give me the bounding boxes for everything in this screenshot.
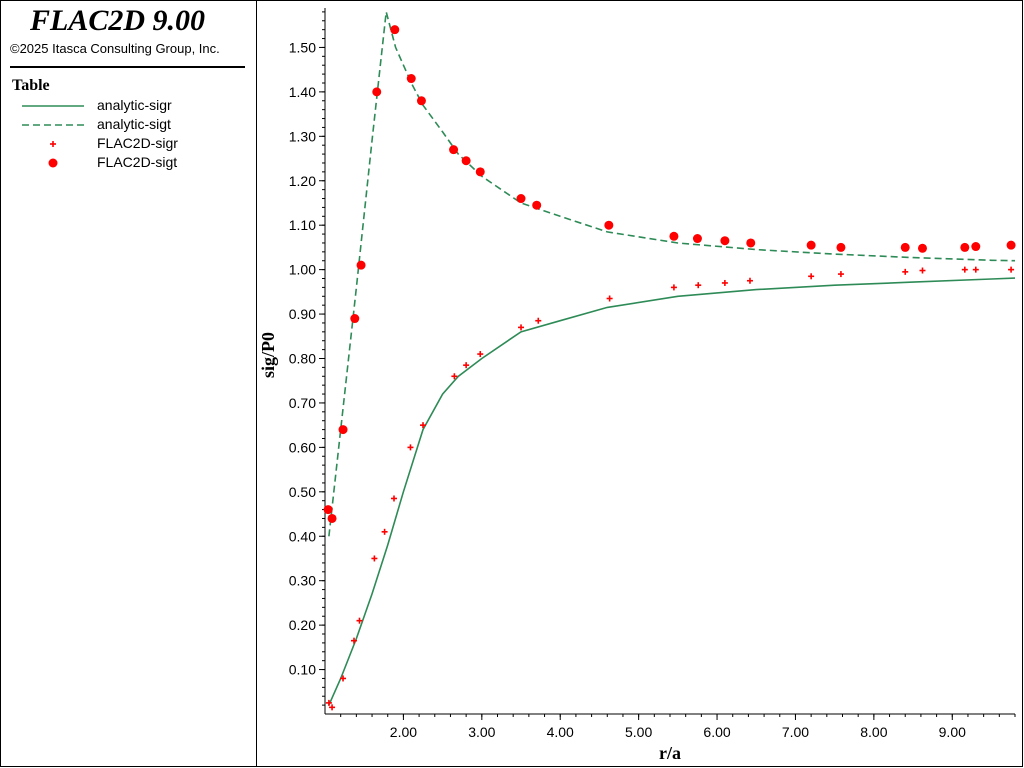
data-point-flac2d-sigt xyxy=(692,234,702,244)
x-tick-label: 6.00 xyxy=(703,724,730,740)
y-tick-label: 1.10 xyxy=(289,217,316,233)
data-point-flac2d-sigr xyxy=(837,271,844,278)
data-point-flac2d-sigr xyxy=(420,422,427,429)
x-tick-label: 8.00 xyxy=(860,724,887,740)
legend-label-analytic-sigt: analytic-sigt xyxy=(97,116,171,132)
data-point-flac2d-sigr xyxy=(961,266,968,273)
data-point-flac2d-sigr xyxy=(902,268,909,275)
data-point-flac2d-sigt xyxy=(669,231,679,241)
data-point-flac2d-sigt xyxy=(532,200,542,210)
data-point-flac2d-sigt xyxy=(746,238,756,248)
y-tick-label: 0.90 xyxy=(289,306,316,322)
x-tick-label: 9.00 xyxy=(939,724,966,740)
data-point-flac2d-sigt xyxy=(917,243,927,253)
data-point-flac2d-sigt xyxy=(406,74,416,84)
series-line-analytic-sigt xyxy=(328,11,1016,537)
data-point-flac2d-sigr xyxy=(746,277,753,284)
y-tick-label: 0.50 xyxy=(289,484,316,500)
y-tick-label: 1.30 xyxy=(289,128,316,144)
data-point-flac2d-sigr xyxy=(356,617,363,624)
data-point-flac2d-sigr xyxy=(695,282,702,289)
data-point-flac2d-sigr xyxy=(391,495,397,502)
data-point-flac2d-sigt xyxy=(350,314,360,324)
data-point-flac2d-sigr xyxy=(670,284,677,291)
data-point-flac2d-sigr xyxy=(407,444,414,451)
data-point-flac2d-sigt xyxy=(836,242,846,252)
data-point-flac2d-sigt xyxy=(1006,240,1016,250)
legend-label-flac2d-sigt: FLAC2D-sigt xyxy=(97,154,178,170)
data-point-flac2d-sigr xyxy=(381,528,388,535)
data-point-flac2d-sigt xyxy=(449,145,459,155)
data-point-flac2d-sigt xyxy=(960,242,970,252)
y-tick-label: 0.80 xyxy=(289,351,316,367)
data-point-flac2d-sigr xyxy=(463,362,470,369)
y-tick-label: 0.70 xyxy=(289,395,316,411)
data-point-flac2d-sigt xyxy=(356,260,366,270)
data-point-flac2d-sigt xyxy=(900,242,910,252)
legend-divider xyxy=(256,0,257,767)
y-tick-label: 0.10 xyxy=(289,662,316,678)
data-point-flac2d-sigr xyxy=(329,704,336,711)
data-point-flac2d-sigr xyxy=(518,324,525,331)
data-point-flac2d-sigr xyxy=(451,373,458,380)
legend-swatch-circle-marker xyxy=(48,158,58,168)
legend-swatch-plus-marker xyxy=(50,141,56,147)
data-point-flac2d-sigt xyxy=(971,242,981,252)
data-point-flac2d-sigr xyxy=(919,267,926,274)
legend-header-rule xyxy=(10,66,245,68)
data-point-flac2d-sigt xyxy=(516,194,526,204)
data-point-flac2d-sigt xyxy=(806,240,816,250)
y-tick-label: 0.30 xyxy=(289,573,316,589)
y-tick-label: 1.20 xyxy=(289,173,316,189)
data-point-flac2d-sigr xyxy=(371,555,378,562)
data-point-flac2d-sigr xyxy=(972,266,979,273)
legend-swatches xyxy=(22,105,84,168)
x-tick-label: 7.00 xyxy=(782,724,809,740)
y-axis-label: sig/P0 xyxy=(258,332,278,378)
data-point-flac2d-sigt xyxy=(323,505,333,515)
copyright-text: ©2025 Itasca Consulting Group, Inc. xyxy=(10,41,220,56)
data-point-flac2d-sigt xyxy=(327,513,337,523)
legend-label-analytic-sigr: analytic-sigr xyxy=(97,97,172,113)
y-tick-label: 0.40 xyxy=(289,528,316,544)
data-point-flac2d-sigr xyxy=(1008,266,1015,273)
data-point-flac2d-sigt xyxy=(604,220,614,230)
data-point-flac2d-sigr xyxy=(325,699,332,706)
x-tick-label: 3.00 xyxy=(468,724,495,740)
series-line-analytic-sigr xyxy=(328,277,1016,706)
app-title: FLAC2D 9.00 xyxy=(30,4,206,37)
data-point-flac2d-sigr xyxy=(351,637,358,644)
data-point-flac2d-sigt xyxy=(720,236,730,246)
data-point-flac2d-sigt xyxy=(416,96,426,106)
y-tick-label: 0.60 xyxy=(289,439,316,455)
data-point-flac2d-sigr xyxy=(606,295,613,302)
data-point-flac2d-sigt xyxy=(475,167,485,177)
data-point-flac2d-sigt xyxy=(338,425,348,435)
data-point-flac2d-sigt xyxy=(390,25,400,35)
data-point-flac2d-sigr xyxy=(340,675,347,682)
y-tick-label: 1.00 xyxy=(289,262,316,278)
y-tick-label: 1.40 xyxy=(289,84,316,100)
legend-label-flac2d-sigr: FLAC2D-sigr xyxy=(97,135,178,151)
data-point-flac2d-sigt xyxy=(372,87,382,97)
data-point-flac2d-sigr xyxy=(535,317,542,324)
legend-title: Table xyxy=(12,77,50,94)
y-tick-label: 0.20 xyxy=(289,617,316,633)
data-point-flac2d-sigt xyxy=(461,156,471,166)
data-point-flac2d-sigr xyxy=(721,279,728,286)
x-axis-label: r/a xyxy=(659,743,681,763)
data-point-flac2d-sigr xyxy=(808,273,815,280)
x-tick-label: 4.00 xyxy=(547,724,574,740)
x-tick-label: 2.00 xyxy=(390,724,417,740)
y-tick-label: 1.50 xyxy=(289,39,316,55)
data-point-flac2d-sigr xyxy=(477,351,484,358)
x-tick-label: 5.00 xyxy=(625,724,652,740)
